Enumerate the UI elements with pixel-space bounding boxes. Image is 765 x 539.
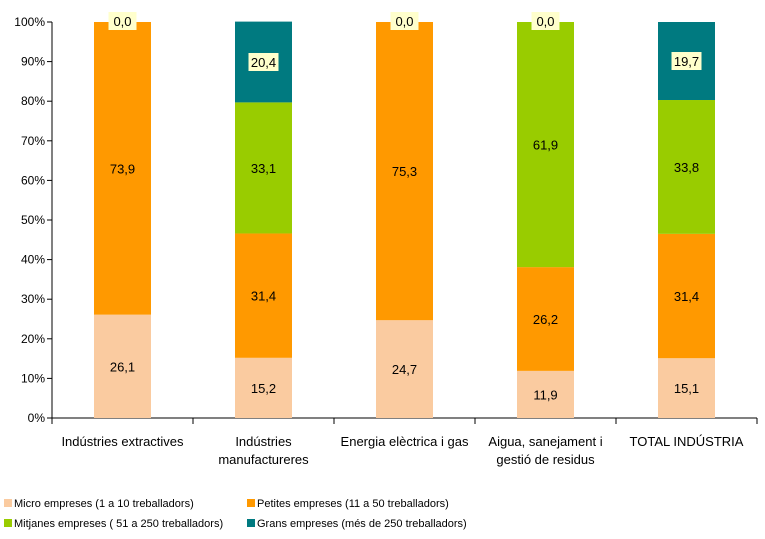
y-tick-label: 40% [21,253,45,267]
y-tick-label: 80% [21,94,45,108]
data-label: 26,1 [110,359,135,374]
y-tick-label: 90% [21,55,45,69]
data-label: 75,3 [392,164,417,179]
legend-swatch [247,519,255,527]
data-label: 20,4 [251,55,276,70]
x-category-label: Indústries [235,434,292,449]
data-label: 15,1 [674,381,699,396]
data-label: 31,4 [251,289,276,304]
bar-segment [235,102,292,234]
y-tick-label: 0% [28,411,46,425]
data-label: 26,2 [533,312,558,327]
y-tick-label: 100% [14,15,45,29]
y-tick-label: 50% [21,213,45,227]
bar-segment [517,370,574,418]
zero-label-box [108,12,137,30]
data-label: 0,0 [395,14,413,29]
x-category-label: Aigua, sanejament i [488,434,602,449]
data-label: 0,0 [113,14,131,29]
y-tick-label: 30% [21,292,45,306]
bar-segment [517,267,574,371]
legend-label: Petites empreses (11 a 50 treballadors) [257,498,449,510]
data-label: 31,4 [674,289,699,304]
data-label: 33,8 [674,160,699,175]
legend-swatch [4,519,12,527]
bar-segment [235,233,292,358]
legend-label: Micro empreses (1 a 10 treballadors) [14,498,194,510]
bar-segment [94,22,151,315]
zero-label-box [531,12,560,30]
data-label: 15,2 [251,381,276,396]
bar-segment [376,22,433,321]
x-category-label: manufactureres [218,452,309,467]
x-category-label: gestió de residus [496,452,595,467]
data-label: 24,7 [392,362,417,377]
bar-segment [658,233,715,359]
data-label: 33,1 [251,161,276,176]
bar-segment [658,100,715,234]
bar-segment [94,314,151,418]
data-label-box [248,52,279,71]
legend-swatch [4,499,12,507]
x-category-label: Indústries extractives [61,434,184,449]
x-category-label: Energia elèctrica i gas [341,434,469,449]
legend-label: Mitjanes empreses ( 51 a 250 treballador… [14,518,223,530]
data-label: 0,0 [536,14,554,29]
x-category-label: TOTAL INDÚSTRIA [630,434,744,449]
y-tick-label: 70% [21,134,45,148]
data-label-box [671,52,702,71]
bar-segment [376,320,433,418]
y-tick-label: 20% [21,332,45,346]
data-label: 61,9 [533,138,558,153]
bar-segment [235,357,292,418]
y-tick-label: 60% [21,173,45,187]
data-label: 19,7 [674,54,699,69]
zero-label-box [390,12,419,30]
data-label: 73,9 [110,161,135,176]
y-tick-label: 10% [21,371,45,385]
bar-segment [658,358,715,418]
bar-segment [517,22,574,268]
legend-label: Grans empreses (més de 250 treballadors) [257,518,467,530]
data-label: 11,9 [533,387,557,402]
legend-swatch [247,499,255,507]
